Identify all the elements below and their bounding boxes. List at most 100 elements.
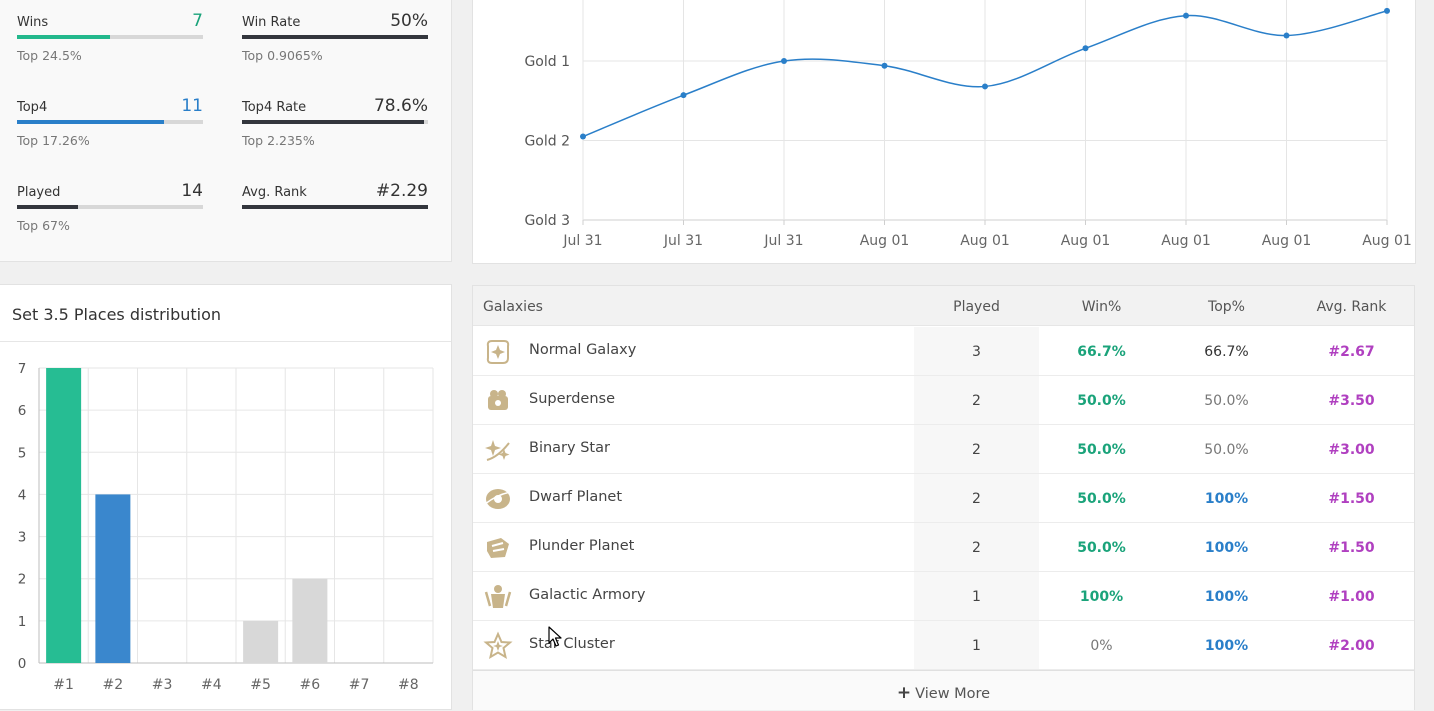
y-tick-label: 3 — [18, 530, 27, 546]
top-rate: 100% — [1204, 638, 1249, 654]
table-row[interactable]: Normal Galaxy 3 66.7% 66.7% #2.67 — [473, 327, 1414, 376]
top-rate: 100% — [1204, 589, 1249, 605]
view-more-label: View More — [915, 686, 991, 702]
stat-percentile: Top 2.235% — [242, 133, 315, 148]
dwarf-planet-icon — [484, 489, 512, 509]
x-tick-label: #1 — [53, 677, 74, 693]
played-count: 1 — [972, 638, 981, 654]
x-tick-label: #3 — [152, 677, 173, 693]
superdense-icon — [488, 390, 508, 410]
places-distribution-chart: 0 1 2 3 4 5 6 7 #1 #2 #3 #4 #5 #6 #7 #8 — [18, 361, 434, 693]
y-tick-label: 5 — [18, 445, 27, 461]
galaxy-name[interactable]: Binary Star — [529, 440, 610, 456]
played-column-bg — [914, 572, 1039, 620]
x-tick-label: Aug 01 — [1061, 233, 1111, 249]
avg-rank: #1.00 — [1328, 589, 1375, 605]
stat-progress-fill — [242, 120, 425, 124]
data-point[interactable] — [1082, 45, 1089, 52]
stat-progress-bar — [17, 205, 203, 209]
played-column-bg — [914, 474, 1039, 522]
played-count: 3 — [972, 344, 981, 360]
avg-rank: #3.50 — [1328, 393, 1375, 409]
x-tick-label: #5 — [250, 677, 271, 693]
data-point[interactable] — [982, 83, 988, 90]
table-row[interactable]: Galactic Armory 1 100% 100% #1.00 — [473, 572, 1414, 621]
stat-progress-bar — [17, 35, 203, 39]
x-tick-label: Aug 01 — [1161, 233, 1211, 249]
stat-label: Wins — [17, 15, 49, 30]
table-row[interactable]: Star Cluster 1 0% 100% #2.00 — [473, 621, 1414, 670]
y-tick-label: Gold 2 — [524, 134, 570, 150]
played-count: 1 — [972, 589, 981, 605]
galaxy-name[interactable]: Star Cluster — [529, 636, 615, 652]
win-rate: 66.7% — [1077, 344, 1126, 360]
stat-value: 50% — [390, 11, 428, 31]
data-point[interactable] — [781, 58, 787, 64]
stat-percentile: Top 67% — [17, 218, 70, 233]
bar-place-2[interactable] — [95, 494, 131, 663]
stat-progress-bar — [242, 35, 428, 39]
stat-label: Win Rate — [242, 15, 301, 30]
played-column-bg — [914, 376, 1039, 424]
stat-progress-fill — [242, 35, 428, 39]
avg-rank: #3.00 — [1328, 442, 1375, 458]
header-win-rate[interactable]: Win% — [1081, 299, 1122, 315]
y-tick-label: 2 — [18, 572, 27, 588]
y-tick-label: 0 — [18, 656, 27, 672]
stat-value: 11 — [181, 96, 203, 116]
data-point[interactable] — [580, 133, 586, 140]
win-rate: 50.0% — [1077, 442, 1126, 458]
stat-label: Top4 Rate — [242, 100, 307, 115]
binary-star-icon — [485, 440, 510, 461]
galaxy-name[interactable]: Normal Galaxy — [529, 342, 637, 358]
x-tick-label: Jul 31 — [663, 233, 703, 249]
galaxy-name[interactable]: Galactic Armory — [529, 587, 646, 603]
x-tick-label: Aug 01 — [960, 233, 1010, 249]
data-point[interactable] — [1283, 32, 1290, 39]
view-more-button[interactable]: + View More — [473, 670, 1414, 710]
header-avg-rank[interactable]: Avg. Rank — [1316, 299, 1387, 315]
distribution-title: Set 3.5 Places distribution — [12, 305, 222, 324]
header-top-rate[interactable]: Top% — [1208, 299, 1245, 315]
table-row[interactable]: Dwarf Planet 2 50.0% 100% #1.50 — [473, 474, 1414, 523]
galaxy-name[interactable]: Dwarf Planet — [529, 489, 623, 505]
table-header: Galaxies Played Win% Top% Avg. Rank — [473, 286, 1414, 326]
x-tick-label: Jul 31 — [562, 233, 602, 249]
galaxy-name[interactable]: Plunder Planet — [529, 538, 635, 554]
stat-value: 14 — [181, 181, 203, 201]
stat-value: 7 — [192, 11, 203, 31]
x-tick-label: #2 — [103, 677, 124, 693]
galactic-armory-icon — [484, 585, 512, 608]
table-row[interactable]: Plunder Planet 2 50.0% 100% #1.50 — [473, 523, 1414, 572]
win-rate: 100% — [1079, 589, 1124, 605]
stat-progress-fill — [17, 120, 164, 124]
normal-galaxy-icon — [486, 340, 510, 364]
bar-place-5[interactable] — [243, 620, 279, 663]
stat-label: Played — [17, 185, 61, 200]
played-column-bg — [914, 621, 1039, 669]
stats-panel: Wins 7 Top 24.5% Win Rate 50% Top 0.9065% Top4… — [0, 0, 452, 262]
bar-place-6[interactable] — [292, 578, 328, 663]
bar-place-1[interactable] — [46, 368, 82, 663]
win-rate: 50.0% — [1077, 540, 1126, 556]
rank-history-panel: Gold 1 Gold 2 Gold 3 Jul 31 Jul 31 Jul 31 Aug … — [472, 0, 1416, 264]
header-galaxies[interactable]: Galaxies — [483, 299, 543, 315]
played-count: 2 — [972, 491, 981, 507]
data-point[interactable] — [680, 92, 687, 99]
y-tick-label: Gold 1 — [524, 54, 570, 70]
x-tick-label: Aug 01 — [1362, 233, 1412, 249]
data-point[interactable] — [1183, 12, 1189, 19]
avg-rank: #2.67 — [1328, 344, 1375, 360]
header-played[interactable]: Played — [953, 299, 1000, 315]
data-point[interactable] — [1384, 7, 1390, 14]
x-tick-label: Jul 31 — [763, 233, 803, 249]
stat-value: 78.6% — [373, 96, 428, 116]
stat-label: Avg. Rank — [242, 185, 307, 200]
table-row[interactable]: Superdense 2 50.0% 50.0% #3.50 — [473, 376, 1414, 425]
top-rate: 50.0% — [1204, 442, 1249, 458]
avg-rank: #1.50 — [1328, 491, 1375, 507]
data-point[interactable] — [881, 62, 888, 69]
table-row[interactable]: Binary Star 2 50.0% 50.0% #3.00 — [473, 425, 1414, 474]
stat-value: #2.29 — [375, 181, 428, 201]
galaxy-name[interactable]: Superdense — [529, 391, 616, 407]
